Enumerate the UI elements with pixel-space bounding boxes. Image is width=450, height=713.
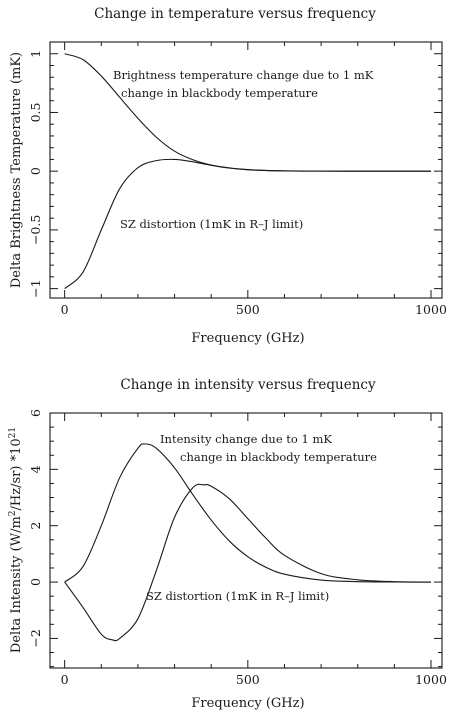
- y-tick-label: −0.5: [28, 215, 43, 245]
- y-axis-label: Delta Intensity (W/m2/Hz/sr) *1021: [8, 427, 24, 653]
- plot-frame: [49, 41, 443, 299]
- blackbody-annotation-line-2: change in blackbody temperature: [180, 450, 377, 464]
- y-tick-label: −2: [28, 629, 43, 647]
- y-tick-label: 2: [28, 522, 43, 530]
- sz-annotation: SZ distortion (1mK in R–J limit): [120, 217, 303, 231]
- chart-title: Change in temperature versus frequency: [94, 6, 376, 22]
- chart-title: Change in intensity versus frequency: [120, 377, 376, 393]
- intensity-chart: Change in intensity versus frequency Fre…: [8, 377, 447, 711]
- x-tick-label: 500: [236, 302, 260, 317]
- sz-temperature-line: [64, 158, 432, 290]
- x-tick-label: 0: [61, 672, 69, 687]
- blackbody-annotation-line-1: Brightness temperature change due to 1 m…: [113, 68, 374, 82]
- y-ticks: [50, 412, 442, 668]
- x-axis-label: Frequency (GHz): [191, 696, 304, 711]
- blackbody-intensity-line: [64, 443, 432, 583]
- y-axis-label: Delta Brightness Temperature (mK): [9, 52, 24, 288]
- y-tick-label: −1: [28, 279, 43, 297]
- sz-intensity-line: [64, 483, 432, 642]
- y-ticks: [50, 41, 442, 290]
- y-tick-label: 0: [28, 578, 43, 586]
- plot-frame: [49, 412, 443, 669]
- x-axis-label: Frequency (GHz): [191, 331, 304, 346]
- x-tick-label: 500: [236, 672, 260, 687]
- temperature-chart: Change in temperature versus frequency F…: [9, 6, 447, 346]
- x-tick-label: 1000: [415, 302, 447, 317]
- y-tick-label: 6: [28, 409, 43, 417]
- x-tick-label: 1000: [415, 672, 447, 687]
- tick-labels: 0 500 1000 −1 −0.5 0 0.5 1: [28, 50, 447, 317]
- tick-labels: 0 500 1000 −2 0 2 4 6: [28, 409, 447, 687]
- x-ticks: [64, 413, 432, 668]
- blackbody-annotation-line-2: change in blackbody temperature: [121, 86, 318, 100]
- x-ticks: [64, 42, 432, 298]
- y-tick-label: 0.5: [28, 103, 43, 123]
- y-tick-label: 0: [28, 167, 43, 175]
- y-tick-label: 1: [28, 50, 43, 58]
- blackbody-annotation-line-1: Intensity change due to 1 mK: [160, 432, 332, 446]
- y-tick-label: 4: [28, 465, 43, 473]
- x-tick-label: 0: [61, 302, 69, 317]
- sz-annotation: SZ distortion (1mK in R–J limit): [146, 589, 329, 603]
